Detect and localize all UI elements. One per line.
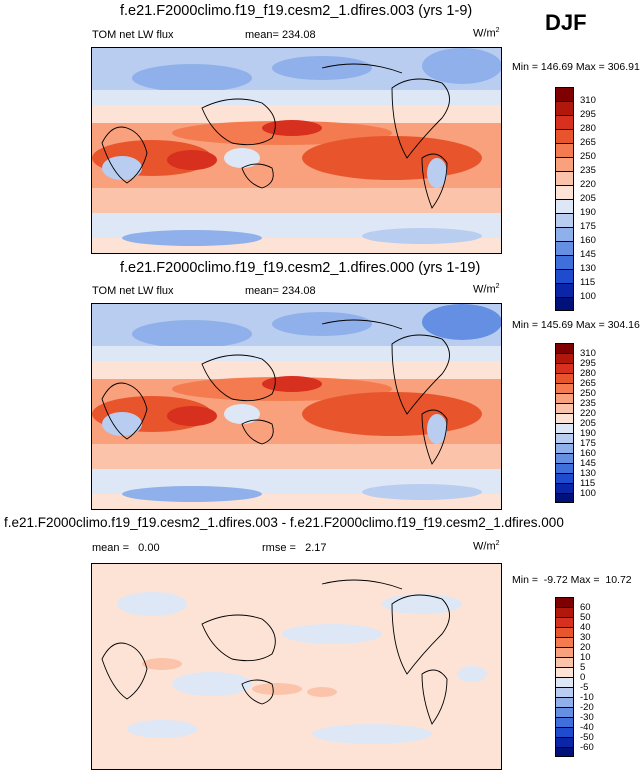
panel1-title: f.e21.F2000climo.f19_f19.cesm2_1.dfires.… <box>120 3 473 19</box>
panel3-minmax: Min = -9.72 Max = 10.72 <box>512 574 632 586</box>
panel2-cbar-label: 310 <box>580 348 596 359</box>
panel1-cbar-label: 175 <box>580 221 596 232</box>
panel1-variable-label: TOM net LW flux <box>92 29 174 41</box>
panel1-cbar-label: 280 <box>580 123 596 134</box>
panel3-cbar-label: -50 <box>580 732 594 743</box>
panel3-cbar-label: 5 <box>580 662 586 673</box>
panel1-minmax: Min = 146.69 Max = 306.91 <box>512 61 640 73</box>
panel2-title: f.e21.F2000climo.f19_f19.cesm2_1.dfires.… <box>120 260 481 276</box>
panel3-cbar-label: 10 <box>580 652 591 663</box>
panel3-cbar-label: 40 <box>580 622 591 633</box>
panel2-mean-label: mean= 234.08 <box>245 285 316 297</box>
panel1-cbar-label: 295 <box>580 109 596 120</box>
panel3-cbar-label: 60 <box>580 602 591 613</box>
panel1-cbar-label: 190 <box>580 207 596 218</box>
panel2-variable-label: TOM net LW flux <box>92 285 174 297</box>
panel1-cbar-label: 265 <box>580 137 596 148</box>
panel2-cbar-label: 220 <box>580 408 596 419</box>
panel2-cbar-label: 145 <box>580 458 596 469</box>
panel1-cbar-label: 100 <box>580 291 596 302</box>
season-label: DJF <box>545 10 587 35</box>
panel3-cbar-label: -10 <box>580 692 594 703</box>
panel2-minmax: Min = 145.69 Max = 304.16 <box>512 319 640 331</box>
panel2-cbar-label: 295 <box>580 358 596 369</box>
panel3-cbar-label: -5 <box>580 682 589 693</box>
panel1-cbar-label: 115 <box>580 277 596 288</box>
panel3-cbar-label: -60 <box>580 742 594 753</box>
panel3-cbar-label: 0 <box>580 672 586 683</box>
panel1-cbar-label: 145 <box>580 249 596 260</box>
panel2-map <box>91 303 502 510</box>
panel2-cbar-label: 280 <box>580 368 596 379</box>
panel2-cbar-label: 265 <box>580 378 596 389</box>
panel3-cbar-label: -40 <box>580 722 594 733</box>
panel2-cbar-label: 115 <box>580 478 596 489</box>
panel1-cbar-label: 205 <box>580 193 596 204</box>
panel2-cbar-label: 250 <box>580 388 596 399</box>
panel1-mean-label: mean= 234.08 <box>245 29 316 41</box>
panel2-cbar-label: 100 <box>580 488 596 499</box>
panel2-cbar-label: 205 <box>580 418 596 429</box>
panel3-units: W/m2 <box>473 540 500 553</box>
panel3-cbar-label: 20 <box>580 642 591 653</box>
panel2-cbar-label: 175 <box>580 438 596 449</box>
panel3-mean-label: mean = 0.00 <box>92 542 160 554</box>
panel1-map <box>91 47 502 254</box>
panel1-cbar-label: 235 <box>580 165 596 176</box>
panel3-cbar-label: 30 <box>580 632 591 643</box>
panel1-cbar-label: 310 <box>580 95 596 106</box>
panel3-cbar-label: -30 <box>580 712 594 723</box>
panel2-cbar-label: 160 <box>580 448 596 459</box>
panel1-cbar-label: 160 <box>580 235 596 246</box>
panel1-cbar-label: 130 <box>580 263 596 274</box>
panel3-cbar-label: 50 <box>580 612 591 623</box>
panel2-cbar-label: 190 <box>580 428 596 439</box>
panel3-rmse-label: rmse = 2.17 <box>262 542 327 554</box>
panel1-cbar-label: 250 <box>580 151 596 162</box>
panel3-map <box>91 563 502 770</box>
panel2-cbar-label: 235 <box>580 398 596 409</box>
panel1-units: W/m2 <box>473 27 500 40</box>
panel2-cbar-label: 130 <box>580 468 596 479</box>
panel2-units: W/m2 <box>473 283 500 296</box>
panel3-cbar-label: -20 <box>580 702 594 713</box>
panel1-cbar-label: 220 <box>580 179 596 190</box>
panel3-title: f.e21.F2000climo.f19_f19.cesm2_1.dfires.… <box>4 515 564 530</box>
